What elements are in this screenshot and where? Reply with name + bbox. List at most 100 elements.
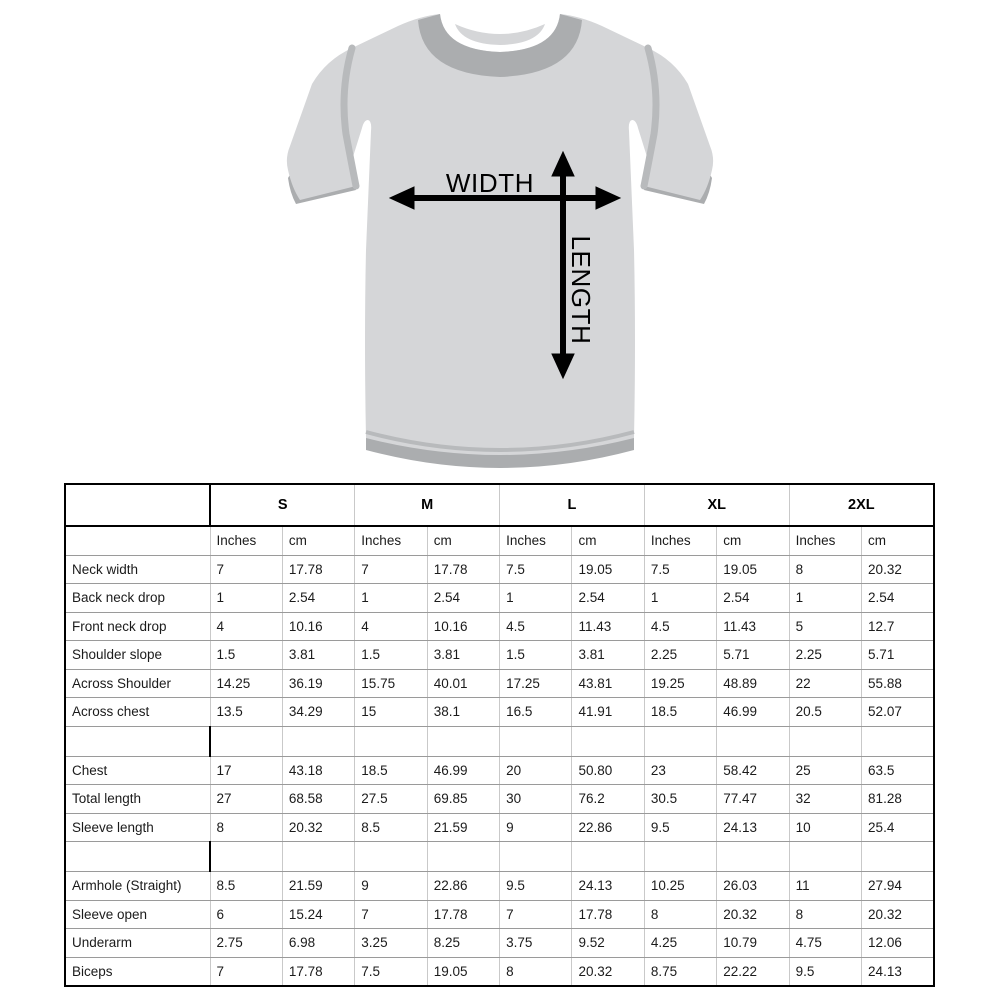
spacer-cell (788, 725, 863, 757)
spacer-cell (209, 841, 283, 872)
measurement-value: 7 (209, 956, 283, 986)
measurement-label: Across Shoulder (64, 668, 211, 698)
table-spacer-row (64, 841, 935, 872)
measurement-value: 2.54 (426, 583, 501, 613)
measurement-value: 19.05 (426, 956, 501, 986)
measurement-value: 30.5 (643, 784, 718, 814)
measurement-value: 9 (354, 871, 428, 901)
measurement-value: 21.59 (281, 871, 356, 901)
size-header-xl: XL (643, 484, 790, 527)
right-armhole-seam (640, 44, 660, 190)
measurement-value: 1 (209, 583, 283, 613)
measurement-value: 1 (354, 583, 428, 613)
size-chart-table-container: S M L XL 2XL Inches cm Inches cm Inches … (64, 483, 935, 987)
measurement-arrows (388, 150, 622, 380)
table-row: Sleeve open 6 15.24 7 17.78 7 17.78 8 20.32 8 20.3… (64, 899, 935, 929)
measurement-value: 43.81 (571, 668, 645, 698)
length-arrow-head-bottom (551, 353, 575, 380)
measurement-value: 27.5 (354, 784, 428, 814)
measurement-value: 8.5 (209, 871, 283, 901)
measurement-value: 43.18 (281, 755, 356, 785)
table-row: Front neck drop 4 10.16 4 10.16 4.5 11.43 4.5 11… (64, 611, 935, 641)
measurement-label: Biceps (64, 956, 211, 986)
table-head: S M L XL 2XL Inches cm Inches cm Inches … (64, 484, 935, 556)
unit-row-label (64, 526, 211, 556)
table-row: Sleeve length 8 20.32 8.5 21.59 9 22.86 9.5 24.1… (64, 812, 935, 842)
spacer-label-cell (64, 725, 211, 757)
measurement-value: 34.29 (281, 697, 356, 727)
measurement-value: 1 (643, 583, 718, 613)
measurement-value: 17.78 (426, 899, 501, 929)
measurement-value: 21.59 (426, 812, 501, 842)
measurement-value: 10.16 (281, 611, 356, 641)
measurement-value: 10 (788, 812, 863, 842)
measurement-value: 7.5 (354, 956, 428, 986)
measurement-value: 20 (499, 755, 573, 785)
measurement-value: 3.75 (499, 928, 573, 958)
measurement-value: 2.54 (716, 583, 790, 613)
spacer-cell (281, 725, 356, 757)
measurement-value: 3.25 (354, 928, 428, 958)
spacer-cell (426, 725, 501, 757)
spacer-cell (861, 725, 935, 757)
size-header-s: S (209, 484, 356, 527)
measurement-value: 7.5 (499, 554, 573, 584)
spacer-cell (499, 725, 573, 757)
measurement-value: 9.5 (499, 871, 573, 901)
table-row: Back neck drop 1 2.54 1 2.54 1 2.54 1 2.54 1 2.54 (64, 583, 935, 613)
unit-s-inches: Inches (209, 526, 283, 556)
spacer-cell (716, 725, 790, 757)
length-arrow-head-top (551, 150, 575, 177)
table-row: Across chest 13.5 34.29 15 38.1 16.5 41.91 18.5… (64, 697, 935, 727)
measurement-value: 8.25 (426, 928, 501, 958)
measurement-value: 5.71 (716, 640, 790, 670)
measurement-value: 27 (209, 784, 283, 814)
measurement-value: 2.75 (209, 928, 283, 958)
measurement-value: 4.25 (643, 928, 718, 958)
measurement-value: 1 (499, 583, 573, 613)
spacer-cell (354, 725, 428, 757)
measurement-label: Front neck drop (64, 611, 211, 641)
measurement-value: 11.43 (716, 611, 790, 641)
spacer-cell (861, 841, 935, 872)
size-header-l: L (499, 484, 645, 527)
measurement-value: 7 (354, 554, 428, 584)
measurement-value: 17.78 (281, 956, 356, 986)
measurement-value: 1.5 (209, 640, 283, 670)
measurement-value: 12.06 (861, 928, 935, 958)
measurement-value: 24.13 (571, 871, 645, 901)
measurement-value: 13.5 (209, 697, 283, 727)
spacer-cell (571, 725, 645, 757)
measurement-value: 9.5 (788, 956, 863, 986)
measurement-value: 8 (788, 554, 863, 584)
measurement-value: 32 (788, 784, 863, 814)
measurement-value: 25.4 (861, 812, 935, 842)
size-header-row: S M L XL 2XL (65, 484, 935, 527)
unit-l-inches: Inches (499, 526, 573, 556)
spacer-cell (281, 841, 356, 872)
measurement-value: 19.25 (643, 668, 718, 698)
measurement-value: 8 (499, 956, 573, 986)
unit-2xl-cm: cm (861, 526, 935, 556)
measurement-value: 1.5 (499, 640, 573, 670)
unit-m-inches: Inches (354, 526, 428, 556)
unit-header-row: Inches cm Inches cm Inches cm Inches cm … (64, 526, 935, 556)
measurement-value: 10.16 (426, 611, 501, 641)
measurement-value: 17 (209, 755, 283, 785)
width-arrow-head-right (595, 186, 622, 210)
measurement-label: Underarm (64, 928, 211, 958)
measurement-value: 17.78 (426, 554, 501, 584)
spacer-cell (499, 841, 573, 872)
measurement-value: 9.5 (643, 812, 718, 842)
measurement-value: 17.25 (499, 668, 573, 698)
measurement-value: 8 (209, 812, 283, 842)
measurement-value: 40.01 (426, 668, 501, 698)
measurement-value: 4.5 (643, 611, 718, 641)
measurement-value: 20.5 (788, 697, 863, 727)
measurement-value: 15.24 (281, 899, 356, 929)
measurement-value: 22.86 (571, 812, 645, 842)
table-row: Armhole (Straight) 8.5 21.59 9 22.86 9.5 24.13… (64, 871, 935, 901)
table-row: Underarm 2.75 6.98 3.25 8.25 3.75 9.52 4.25 10.7… (64, 928, 935, 958)
measurement-value: 10.79 (716, 928, 790, 958)
measurement-value: 20.32 (571, 956, 645, 986)
